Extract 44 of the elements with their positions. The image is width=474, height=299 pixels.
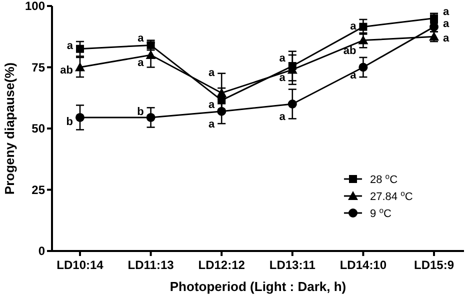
y-tick-label: 25	[32, 182, 46, 197]
annotation: a	[443, 18, 450, 30]
annotation: a	[208, 67, 216, 79]
point	[76, 112, 84, 122]
annotation: a	[208, 118, 216, 130]
y-tick-label: 75	[32, 60, 46, 74]
y-tick-label: 50	[32, 122, 46, 136]
annotation: a	[279, 111, 286, 124]
y-axis-title: Progeny diapause(%)	[2, 62, 17, 195]
point	[288, 100, 297, 108]
y-tick-label: 0	[38, 244, 46, 258]
point	[76, 44, 84, 53]
annotation: b	[66, 116, 74, 128]
point	[217, 106, 226, 116]
x-tick-label: LD14:10	[340, 258, 387, 272]
point	[146, 50, 156, 59]
annotation: ab	[343, 44, 356, 57]
point	[358, 35, 368, 44]
annotation: a	[138, 57, 145, 70]
x-tick-label: LD10:14	[56, 258, 104, 272]
annotation: a	[443, 32, 450, 45]
point	[359, 22, 368, 31]
annotation: a	[279, 72, 286, 84]
x-tick-label: LD15:9	[414, 258, 454, 272]
x-tick-label: LD12:12	[198, 258, 246, 272]
point	[216, 88, 227, 97]
annotation: a	[66, 40, 74, 52]
x-tick-label: LD13:11	[269, 258, 316, 272]
annotation: ab	[60, 64, 74, 77]
y-tick-label: 100	[24, 0, 46, 14]
annotation: a	[138, 32, 145, 45]
annotation: b	[137, 106, 144, 118]
annotation: a	[279, 52, 286, 64]
point	[75, 62, 85, 72]
annotation: a	[208, 98, 216, 111]
point	[146, 112, 156, 122]
annotation: a	[443, 6, 450, 18]
point	[358, 62, 368, 72]
annotation: a	[350, 20, 358, 32]
legend-label: 28 $^{o}$C	[370, 171, 398, 186]
legend-label: 9 $^{o}$C	[370, 205, 392, 220]
legend-label: 27.84 $^{o}$C	[370, 188, 413, 203]
x-tick-label: LD11:13	[128, 258, 174, 272]
x-axis-title: Photoperiod (Light : Dark, h)	[170, 279, 346, 294]
